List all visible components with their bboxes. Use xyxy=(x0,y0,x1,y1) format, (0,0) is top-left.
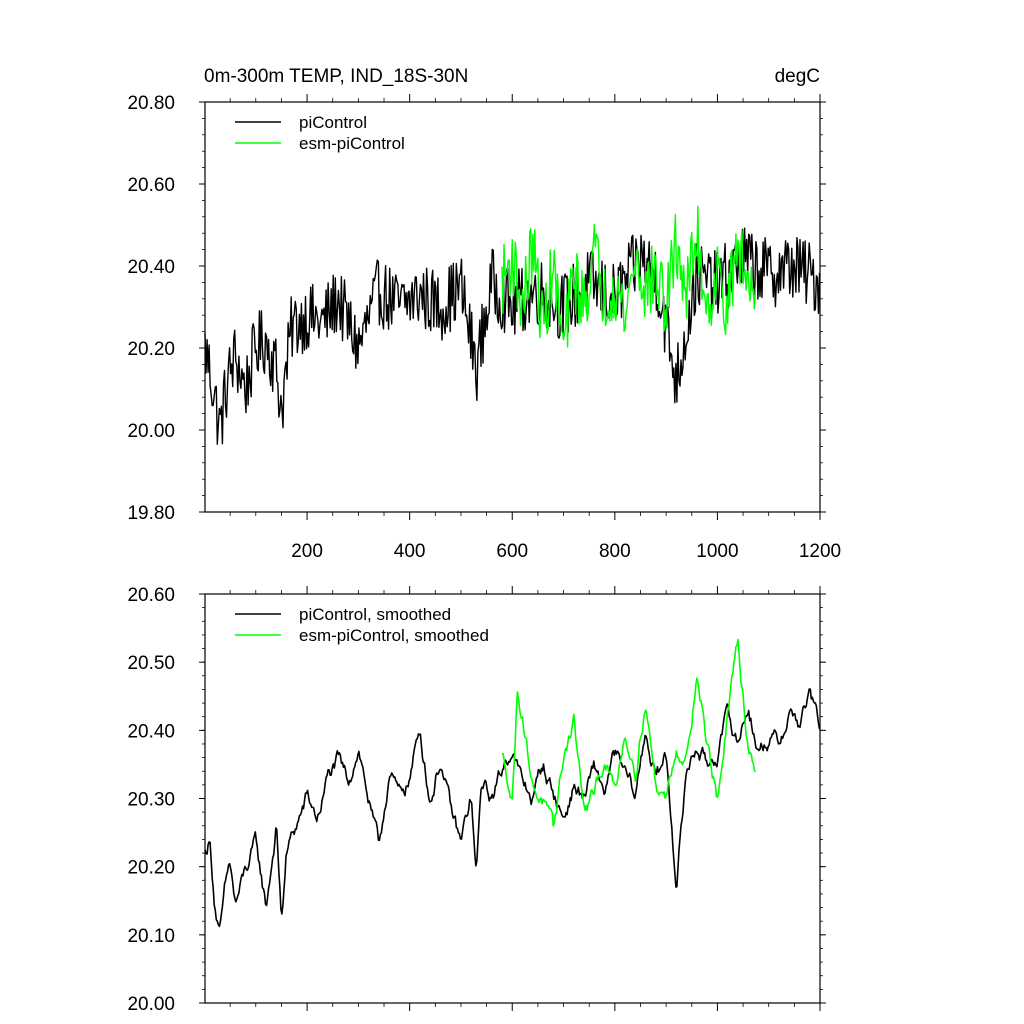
y-tick-label: 19.80 xyxy=(127,503,175,524)
legend-label: piControl, smoothed xyxy=(299,605,451,624)
y-tick-label: 20.20 xyxy=(127,339,175,360)
y-tick-label: 20.30 xyxy=(127,790,175,811)
series-line-esm-picontrol xyxy=(501,205,757,348)
bottom-plot-ticks: 20.00 20.10 20.20 20.30 20.40 20.50 20.60 xyxy=(127,585,826,1015)
x-tick-label: 600 xyxy=(496,541,528,562)
y-tick-label: 20.50 xyxy=(127,653,175,674)
top-plot-series xyxy=(204,205,821,445)
x-tick-label: 1200 xyxy=(799,541,841,562)
y-tick-label: 20.10 xyxy=(127,926,175,947)
y-tick-label: 20.60 xyxy=(127,175,175,196)
y-tick-label: 20.00 xyxy=(127,421,175,442)
y-tick-label: 20.40 xyxy=(127,257,175,278)
top-chart-title: 0m-300m TEMP, IND_18S-30N xyxy=(204,66,468,87)
x-tick-label: 200 xyxy=(291,541,323,562)
legend-label: piControl xyxy=(299,113,367,132)
y-tick-label: 20.40 xyxy=(127,721,175,742)
y-tick-label: 20.00 xyxy=(127,994,175,1015)
series-line-esm-picontrol xyxy=(501,638,757,827)
x-tick-label: 800 xyxy=(599,541,631,562)
top-chart-units: degC xyxy=(775,66,820,87)
x-tick-label: 1000 xyxy=(696,541,738,562)
bottom-legend: piControl, smoothed esm-piControl, smooth… xyxy=(235,605,489,645)
legend-label: esm-piControl, smoothed xyxy=(299,626,489,645)
x-tick-label: 400 xyxy=(394,541,426,562)
bottom-panel: 20.00 20.10 20.20 20.30 20.40 20.50 20.60 piCo… xyxy=(127,585,826,1015)
top-plot-ticks: 19.80 20.00 20.20 20.40 20.60 20.80 200 400 600 8… xyxy=(127,93,841,562)
series-line-picontrol xyxy=(204,688,821,928)
top-panel: 0m-300m TEMP, IND_18S-30N degC 19.80 20.0… xyxy=(127,66,841,562)
y-tick-label: 20.60 xyxy=(127,585,175,606)
legend-label: esm-piControl xyxy=(299,134,405,153)
bottom-plot-series xyxy=(204,638,821,928)
y-tick-label: 20.80 xyxy=(127,93,175,114)
top-legend: piControl esm-piControl xyxy=(235,113,405,153)
y-tick-label: 20.20 xyxy=(127,858,175,879)
